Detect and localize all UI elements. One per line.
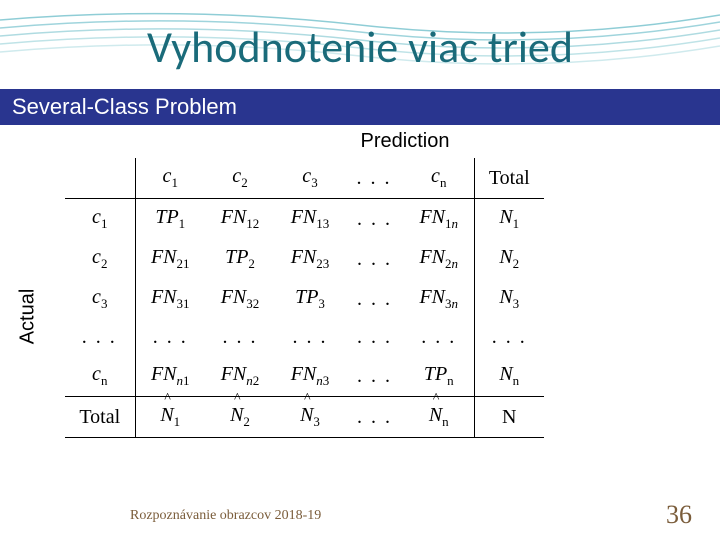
problem-header: Several-Class Problem (0, 89, 720, 125)
matrix-table: c1 c2 c3 . . . cn Total c1 TP1 FN12 FN13… (65, 158, 544, 438)
page-number: 36 (666, 500, 692, 530)
total-row-header: Total (65, 397, 135, 438)
footer-text: Rozpoznávanie obrazcov 2018-19 (130, 508, 321, 524)
slide-title: Vyhodnotenie viac tried (0, 20, 720, 74)
prediction-label: Prediction (110, 130, 700, 153)
actual-label: Actual (16, 289, 39, 345)
total-column-header: Total (474, 158, 544, 199)
